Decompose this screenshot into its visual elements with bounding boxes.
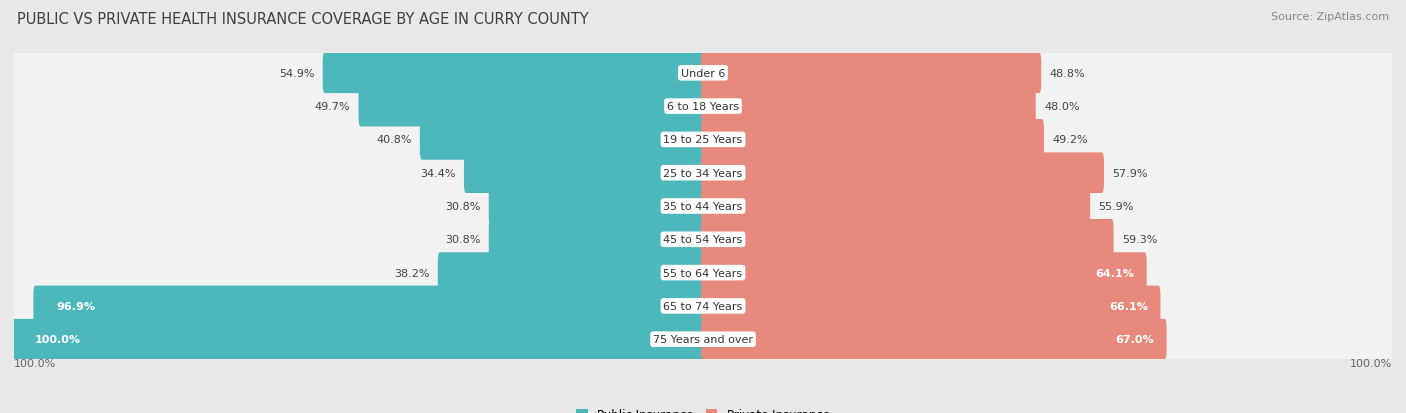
FancyBboxPatch shape bbox=[359, 87, 704, 127]
Text: 48.0%: 48.0% bbox=[1045, 102, 1080, 112]
Text: 48.8%: 48.8% bbox=[1049, 69, 1085, 78]
FancyBboxPatch shape bbox=[13, 109, 1393, 171]
Text: 34.4%: 34.4% bbox=[420, 168, 456, 178]
Text: 25 to 34 Years: 25 to 34 Years bbox=[664, 168, 742, 178]
Text: 49.7%: 49.7% bbox=[315, 102, 350, 112]
FancyBboxPatch shape bbox=[13, 275, 1393, 337]
Text: PUBLIC VS PRIVATE HEALTH INSURANCE COVERAGE BY AGE IN CURRY COUNTY: PUBLIC VS PRIVATE HEALTH INSURANCE COVER… bbox=[17, 12, 589, 27]
Text: 100.0%: 100.0% bbox=[1350, 358, 1392, 368]
FancyBboxPatch shape bbox=[702, 319, 1167, 360]
FancyBboxPatch shape bbox=[13, 43, 1393, 105]
FancyBboxPatch shape bbox=[489, 186, 704, 227]
Text: 55.9%: 55.9% bbox=[1098, 202, 1133, 211]
Text: 100.0%: 100.0% bbox=[14, 358, 56, 368]
Text: 54.9%: 54.9% bbox=[278, 69, 315, 78]
FancyBboxPatch shape bbox=[13, 319, 704, 360]
FancyBboxPatch shape bbox=[13, 175, 1393, 238]
FancyBboxPatch shape bbox=[13, 242, 1393, 304]
Text: 30.8%: 30.8% bbox=[446, 235, 481, 245]
FancyBboxPatch shape bbox=[420, 120, 704, 160]
Text: 49.2%: 49.2% bbox=[1052, 135, 1088, 145]
Text: 75 Years and over: 75 Years and over bbox=[652, 335, 754, 344]
FancyBboxPatch shape bbox=[702, 153, 1104, 194]
Text: 38.2%: 38.2% bbox=[394, 268, 429, 278]
FancyBboxPatch shape bbox=[702, 219, 1114, 260]
FancyBboxPatch shape bbox=[13, 142, 1393, 204]
Text: 59.3%: 59.3% bbox=[1122, 235, 1157, 245]
FancyBboxPatch shape bbox=[702, 253, 1147, 293]
Text: 35 to 44 Years: 35 to 44 Years bbox=[664, 202, 742, 211]
FancyBboxPatch shape bbox=[34, 286, 704, 326]
Text: 100.0%: 100.0% bbox=[35, 335, 80, 344]
Text: Under 6: Under 6 bbox=[681, 69, 725, 78]
Text: Source: ZipAtlas.com: Source: ZipAtlas.com bbox=[1271, 12, 1389, 22]
Text: 55 to 64 Years: 55 to 64 Years bbox=[664, 268, 742, 278]
Text: 96.9%: 96.9% bbox=[56, 301, 96, 311]
Text: 30.8%: 30.8% bbox=[446, 202, 481, 211]
Text: 40.8%: 40.8% bbox=[375, 135, 412, 145]
FancyBboxPatch shape bbox=[437, 253, 704, 293]
FancyBboxPatch shape bbox=[489, 219, 704, 260]
FancyBboxPatch shape bbox=[464, 153, 704, 194]
FancyBboxPatch shape bbox=[702, 120, 1045, 160]
FancyBboxPatch shape bbox=[702, 186, 1090, 227]
Text: 19 to 25 Years: 19 to 25 Years bbox=[664, 135, 742, 145]
FancyBboxPatch shape bbox=[702, 53, 1042, 94]
FancyBboxPatch shape bbox=[702, 87, 1036, 127]
Text: 45 to 54 Years: 45 to 54 Years bbox=[664, 235, 742, 245]
FancyBboxPatch shape bbox=[13, 76, 1393, 138]
Text: 6 to 18 Years: 6 to 18 Years bbox=[666, 102, 740, 112]
FancyBboxPatch shape bbox=[13, 209, 1393, 271]
Text: 65 to 74 Years: 65 to 74 Years bbox=[664, 301, 742, 311]
FancyBboxPatch shape bbox=[702, 286, 1160, 326]
FancyBboxPatch shape bbox=[323, 53, 704, 94]
Text: 67.0%: 67.0% bbox=[1115, 335, 1154, 344]
Text: 66.1%: 66.1% bbox=[1109, 301, 1149, 311]
Legend: Public Insurance, Private Insurance: Public Insurance, Private Insurance bbox=[576, 408, 830, 413]
Text: 64.1%: 64.1% bbox=[1095, 268, 1135, 278]
Text: 57.9%: 57.9% bbox=[1112, 168, 1147, 178]
FancyBboxPatch shape bbox=[13, 308, 1393, 370]
